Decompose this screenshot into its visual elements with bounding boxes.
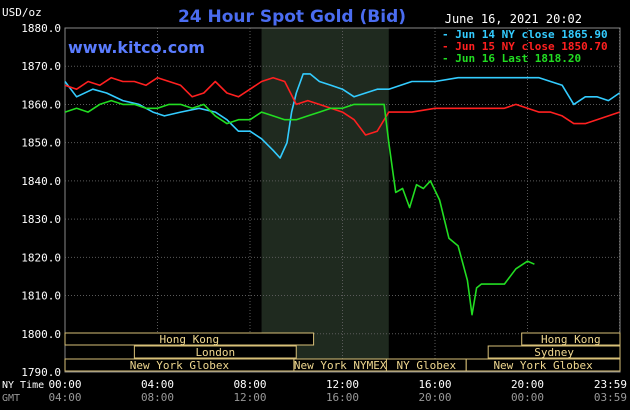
session-bar bbox=[521, 332, 621, 346]
legend-item-jun15: - Jun 15 NY close 1850.70 bbox=[442, 40, 608, 53]
session-label: Hong Kong bbox=[541, 333, 601, 346]
ny-time-label: NY Time bbox=[2, 380, 44, 391]
session-label: New York Globex bbox=[493, 359, 593, 372]
shaded-region bbox=[261, 28, 389, 372]
session-label: New York NYMEX bbox=[294, 359, 387, 372]
x-tick-label-gmt: 16:00 bbox=[326, 391, 359, 404]
session-label: London bbox=[195, 346, 235, 359]
session-bar bbox=[465, 358, 621, 372]
x-tick-label-gmt: 04:00 bbox=[48, 391, 81, 404]
session-label: Hong Kong bbox=[159, 333, 219, 346]
x-tick-label-ny: 04:00 bbox=[141, 378, 174, 391]
session-label: NY Globex bbox=[397, 359, 457, 372]
legend-item-jun14: - Jun 14 NY close 1865.90 bbox=[442, 28, 608, 41]
x-tick-label-ny: 16:00 bbox=[418, 378, 451, 391]
y-tick-label: 1820.0 bbox=[21, 251, 61, 264]
chart-title: 24 Hour Spot Gold (Bid) bbox=[178, 7, 406, 27]
y-tick-label: 1790.0 bbox=[21, 366, 61, 379]
x-tick-label-gmt: 12:00 bbox=[233, 391, 266, 404]
series-line-3 bbox=[64, 99, 535, 316]
session-bar bbox=[64, 332, 315, 346]
series-line-2 bbox=[64, 76, 620, 136]
session-label: New York Globex bbox=[130, 359, 230, 372]
y-tick-label: 1850.0 bbox=[21, 137, 61, 150]
x-tick-label-ny: 08:00 bbox=[233, 378, 266, 391]
y-tick-label: 1880.0 bbox=[21, 22, 61, 35]
x-tick-label-gmt: 08:00 bbox=[141, 391, 174, 404]
x-tick-label-gmt: 00:00 bbox=[511, 391, 544, 404]
gmt-label: GMT bbox=[2, 393, 20, 404]
x-tick-label-ny: 20:00 bbox=[511, 378, 544, 391]
y-tick-label: 1830.0 bbox=[21, 213, 61, 226]
timestamp: June 16, 2021 20:02 bbox=[445, 12, 582, 26]
x-tick-label-ny: 23:59 bbox=[594, 378, 627, 391]
y-tick-label: 1810.0 bbox=[21, 290, 61, 303]
y-tick-label: 1840.0 bbox=[21, 175, 61, 188]
plot-frame bbox=[64, 27, 621, 373]
y-tick-label: 1800.0 bbox=[21, 328, 61, 341]
unit-label: USD/oz bbox=[2, 6, 42, 19]
x-tick-label-ny: 12:00 bbox=[326, 378, 359, 391]
y-tick-label: 1870.0 bbox=[21, 60, 61, 73]
session-bar bbox=[487, 345, 621, 359]
x-tick-label-ny: 00:00 bbox=[48, 378, 81, 391]
x-tick-label-gmt: 03:59 bbox=[594, 391, 627, 404]
series-line-1 bbox=[64, 73, 620, 159]
site-url[interactable]: www.kitco.com bbox=[68, 38, 205, 57]
session-label: Sydney bbox=[534, 346, 574, 359]
x-tick-label-gmt: 20:00 bbox=[418, 391, 451, 404]
y-tick-label: 1860.0 bbox=[21, 98, 61, 111]
session-bar bbox=[133, 345, 297, 359]
legend: - Jun 14 NY close 1865.90 - Jun 15 NY cl… bbox=[442, 28, 608, 65]
legend-item-jun16: - Jun 16 Last 1818.20 bbox=[442, 52, 581, 65]
